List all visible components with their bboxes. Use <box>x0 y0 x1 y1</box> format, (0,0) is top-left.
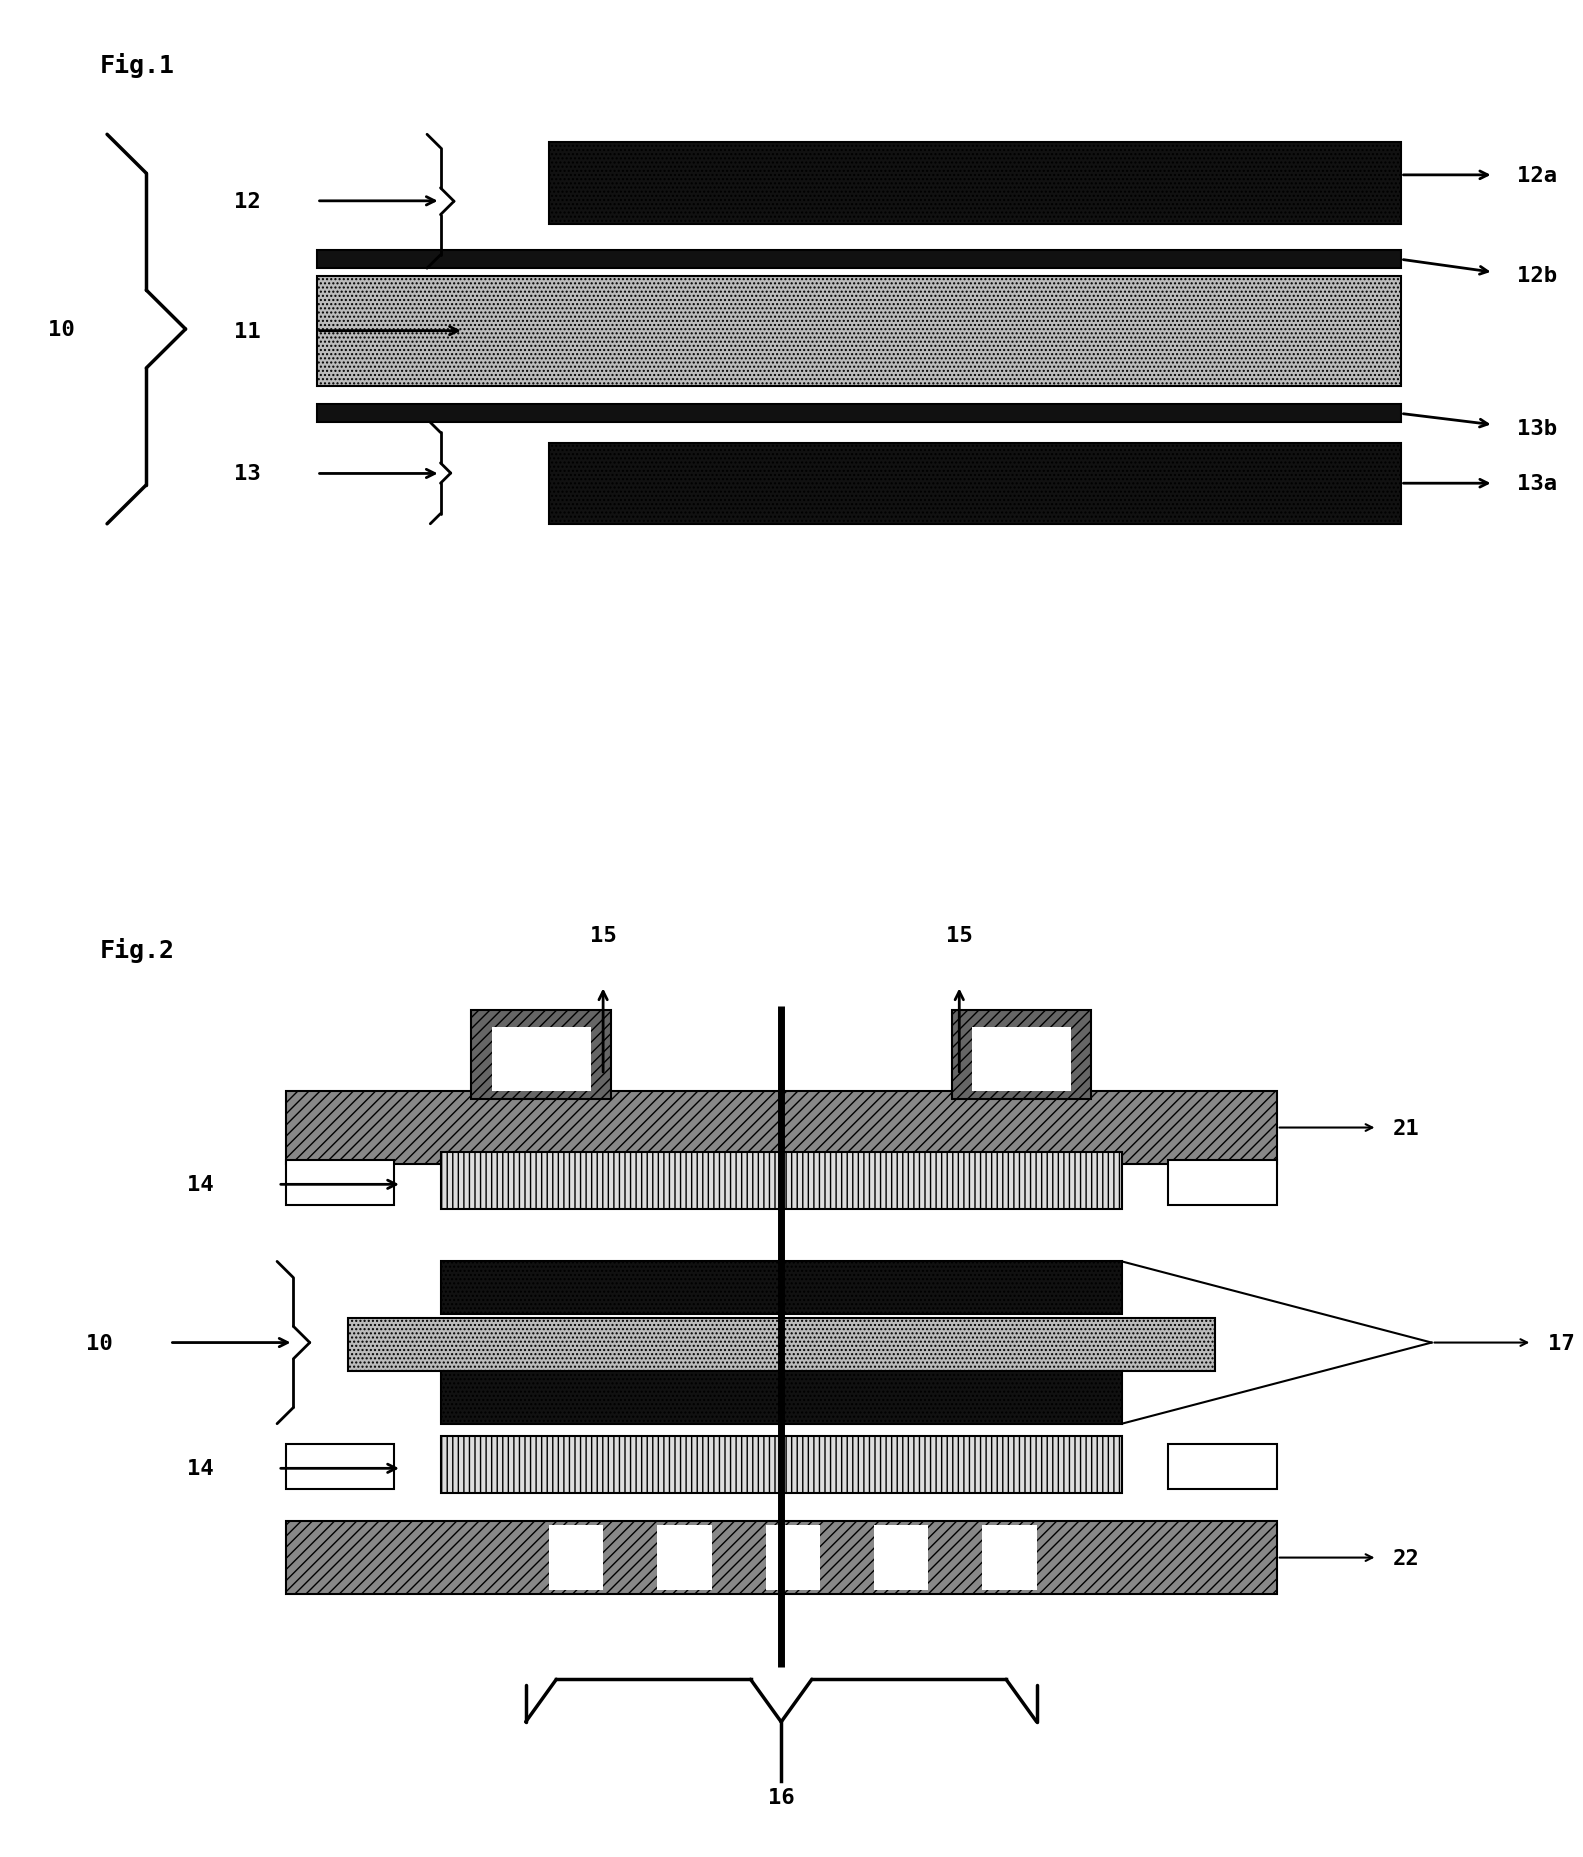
Text: 15: 15 <box>947 925 972 945</box>
Bar <box>549 143 1401 225</box>
Bar <box>549 444 1401 524</box>
Text: 12a: 12a <box>1517 165 1556 186</box>
Text: 14: 14 <box>187 1175 214 1194</box>
Bar <box>951 1010 1091 1099</box>
Text: 16: 16 <box>768 1786 795 1807</box>
Text: 11: 11 <box>234 321 260 342</box>
Bar <box>874 1525 928 1590</box>
Bar <box>285 1092 1277 1164</box>
Bar <box>440 1261 1122 1315</box>
Bar <box>285 1161 394 1205</box>
Bar <box>472 1010 611 1099</box>
Text: 17: 17 <box>1548 1333 1575 1354</box>
Bar <box>317 277 1401 386</box>
Bar <box>983 1525 1037 1590</box>
Bar <box>1168 1161 1277 1205</box>
Bar <box>549 1525 603 1590</box>
Bar <box>317 405 1401 423</box>
Text: Fig.2: Fig.2 <box>100 938 174 962</box>
Text: 12b: 12b <box>1517 266 1556 286</box>
Bar <box>492 1027 590 1092</box>
Text: 21: 21 <box>1393 1118 1420 1138</box>
Bar <box>1168 1445 1277 1489</box>
Bar <box>657 1525 711 1590</box>
Bar <box>285 1521 1277 1593</box>
Bar <box>972 1027 1070 1092</box>
Text: 10: 10 <box>47 319 74 340</box>
Text: 10: 10 <box>87 1333 114 1354</box>
Text: 13b: 13b <box>1517 420 1556 438</box>
Bar <box>440 1435 1122 1493</box>
Text: 15: 15 <box>590 925 616 945</box>
Text: 13a: 13a <box>1517 474 1556 494</box>
Bar <box>317 251 1401 269</box>
Bar <box>440 1370 1122 1424</box>
Text: 12: 12 <box>234 191 260 212</box>
Text: 13: 13 <box>234 464 260 485</box>
Bar <box>285 1445 394 1489</box>
Bar <box>440 1151 1122 1209</box>
Bar <box>766 1525 820 1590</box>
Text: 14: 14 <box>187 1458 214 1478</box>
Text: 22: 22 <box>1393 1547 1420 1567</box>
Text: Fig.1: Fig.1 <box>100 54 174 78</box>
Bar <box>348 1318 1214 1370</box>
